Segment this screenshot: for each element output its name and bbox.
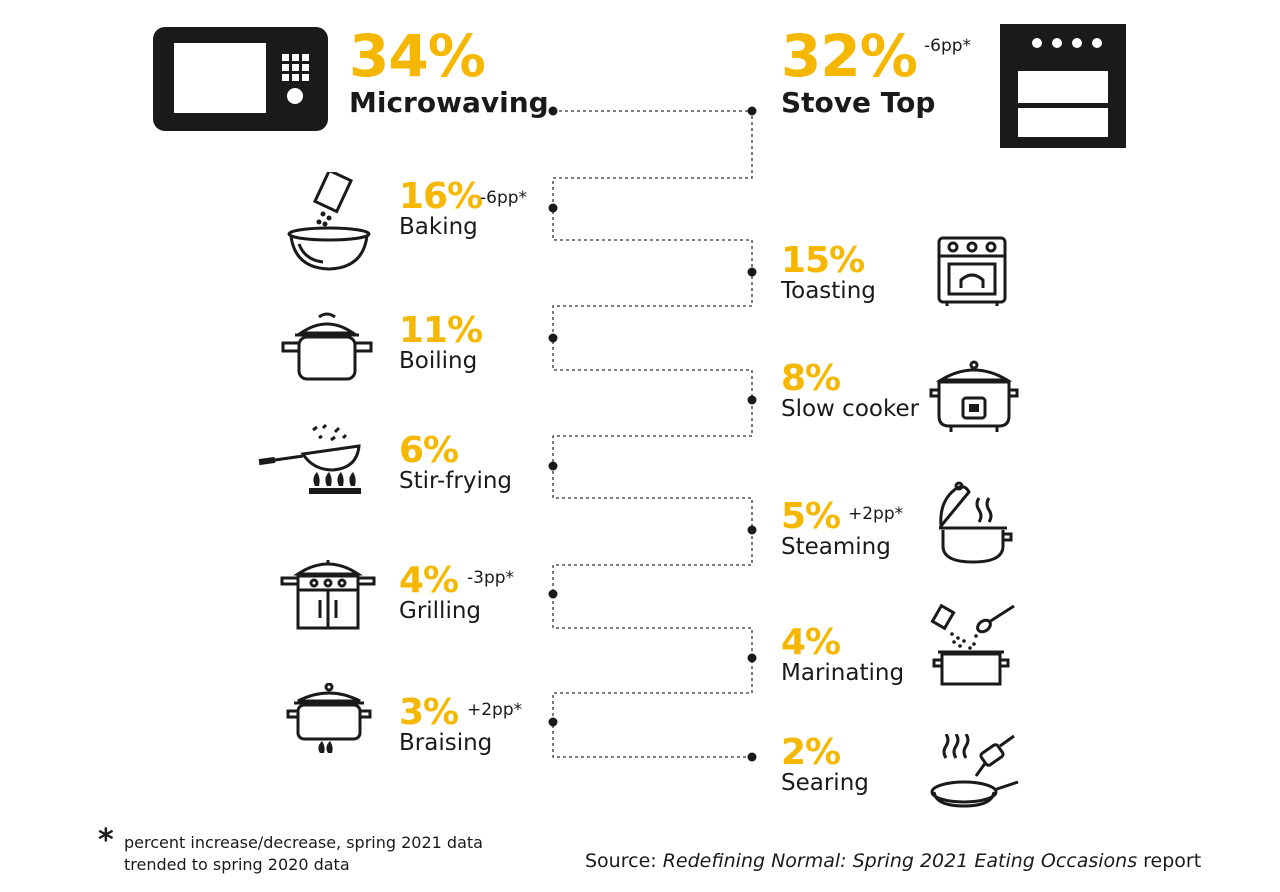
label-slow-cooker: Slow cooker [781, 396, 920, 422]
wok-icon [257, 424, 367, 498]
marinating-pot-icon [928, 604, 1018, 688]
connector-dot-marinating [747, 653, 757, 663]
change-baking: -6pp* [480, 188, 528, 208]
value-stove-top: 32% [781, 22, 918, 90]
value-stir-frying: 6% [399, 430, 459, 471]
footnote-text: percent increase/decrease, spring 2021 d… [124, 833, 483, 874]
label-stir-frying: Stir-frying [399, 468, 513, 494]
value-toasting: 15% [781, 240, 865, 281]
connector-dot-stir-frying [548, 461, 558, 471]
value-baking: 16% [399, 176, 483, 217]
source-prefix: Source: [585, 850, 663, 872]
connector-dot-baking [548, 203, 558, 213]
value-steaming: 5% [781, 496, 841, 537]
value-boiling: 11% [399, 310, 483, 351]
connector-path [552, 110, 753, 758]
connector-dot-slow-cooker [747, 395, 757, 405]
label-baking: Baking [399, 214, 478, 240]
value-searing: 2% [781, 732, 841, 773]
asterisk-icon: * [98, 823, 114, 858]
pot-icon [279, 311, 375, 383]
slow-cooker-icon [929, 360, 1019, 434]
source-line: Source: Redefining Normal: Spring 2021 E… [585, 850, 1201, 872]
connector-dot-steaming [747, 525, 757, 535]
stove-icon [1000, 24, 1126, 148]
source-title: Redefining Normal: Spring 2021 Eating Oc… [662, 850, 1138, 872]
grill-icon [280, 554, 376, 632]
change-stove-top: -6pp* [924, 36, 972, 56]
connector-dot-microwaving [548, 106, 558, 116]
connector-dot-grilling [548, 589, 558, 599]
label-marinating: Marinating [781, 660, 905, 686]
connector-dot-toasting [747, 267, 757, 277]
value-braising: 3% [399, 692, 459, 733]
label-toasting: Toasting [781, 278, 876, 304]
label-steaming: Steaming [781, 534, 891, 560]
connector-dot-stove-top [747, 106, 757, 116]
toaster-oven-icon [937, 236, 1009, 308]
label-braising: Braising [399, 730, 493, 756]
label-grilling: Grilling [399, 598, 482, 624]
change-braising: +2pp* [467, 700, 523, 720]
change-grilling: -3pp* [467, 568, 515, 588]
source-suffix: report [1137, 850, 1202, 872]
connector-dot-searing [747, 752, 757, 762]
value-marinating: 4% [781, 622, 841, 663]
mixing-bowl-icon [283, 172, 373, 272]
change-steaming: +2pp* [848, 504, 904, 524]
label-microwaving: Microwaving [349, 86, 549, 119]
searing-pan-icon [928, 734, 1020, 808]
steamer-pot-icon [935, 480, 1013, 566]
label-stove-top: Stove Top [781, 86, 936, 119]
label-boiling: Boiling [399, 348, 478, 374]
value-microwaving: 34% [349, 22, 486, 90]
braising-pot-icon [284, 683, 374, 755]
microwave-icon [153, 27, 328, 131]
value-grilling: 4% [399, 560, 459, 601]
connector-dot-braising [548, 717, 558, 727]
label-searing: Searing [781, 770, 869, 796]
connector-dot-boiling [548, 333, 558, 343]
value-slow-cooker: 8% [781, 358, 841, 399]
